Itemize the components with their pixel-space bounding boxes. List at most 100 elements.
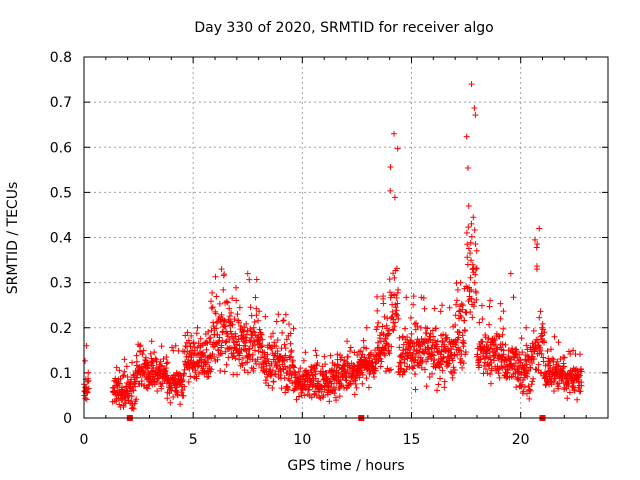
data-point (486, 353, 493, 360)
data-point (152, 355, 159, 362)
data-point (82, 384, 89, 391)
data-point (194, 344, 201, 351)
data-point (253, 305, 260, 312)
data-point (431, 357, 438, 364)
data-point (545, 368, 552, 375)
data-point (268, 333, 275, 340)
data-point (224, 333, 231, 340)
data-point (467, 239, 474, 246)
data-point (147, 376, 154, 383)
data-point (235, 336, 242, 343)
data-point (551, 333, 558, 340)
data-point (390, 316, 397, 323)
data-point (380, 300, 387, 307)
data-point (402, 346, 409, 353)
data-point (314, 359, 321, 366)
data-point (452, 321, 459, 328)
data-point (279, 317, 286, 324)
data-point (401, 359, 408, 366)
data-point (232, 330, 239, 337)
data-point (455, 334, 462, 341)
data-point (226, 305, 233, 312)
data-point (214, 356, 221, 363)
data-point (192, 369, 199, 376)
data-point (468, 257, 475, 264)
data-point (471, 279, 478, 286)
data-point (514, 375, 521, 382)
data-point (463, 133, 470, 140)
data-point (113, 364, 120, 371)
data-point (288, 353, 295, 360)
data-point (232, 355, 239, 362)
data-point (403, 294, 410, 301)
data-point (242, 342, 249, 349)
data-point (497, 300, 504, 307)
data-point (524, 390, 531, 397)
data-point (473, 247, 480, 254)
data-point (386, 276, 393, 283)
data-point (245, 346, 252, 353)
data-point (133, 352, 140, 359)
data-point (442, 332, 449, 339)
data-point (274, 348, 281, 355)
data-point (297, 365, 304, 372)
data-point (421, 366, 428, 373)
data-point (374, 323, 381, 330)
x-tick-label: 5 (189, 432, 198, 448)
data-point (300, 357, 307, 364)
data-point (428, 355, 435, 362)
data-point (393, 265, 400, 272)
data-point (478, 302, 485, 309)
data-point (174, 392, 181, 399)
data-point (148, 368, 155, 375)
data-point (536, 314, 543, 321)
data-point (343, 377, 350, 384)
data-point (85, 385, 92, 392)
data-point (287, 340, 294, 347)
data-point (312, 347, 319, 354)
data-point (420, 294, 427, 301)
data-point (434, 338, 441, 345)
data-point (273, 318, 280, 325)
data-point (444, 334, 451, 341)
data-point (464, 254, 471, 261)
data-point (277, 371, 284, 378)
data-point (374, 339, 381, 346)
data-point (464, 241, 471, 248)
data-point (407, 314, 414, 321)
data-point (83, 396, 90, 403)
data-point (382, 335, 389, 342)
data-point (389, 308, 396, 315)
data-point (377, 363, 384, 370)
data-point (533, 263, 540, 270)
data-point (458, 300, 465, 307)
data-point (231, 316, 238, 323)
data-point (269, 367, 276, 374)
data-point (446, 304, 453, 311)
data-point (153, 379, 160, 386)
data-point (540, 358, 547, 365)
data-point (576, 351, 583, 358)
data-point (453, 301, 460, 308)
data-point (523, 342, 530, 349)
data-point (203, 346, 210, 353)
data-point (247, 304, 254, 311)
data-point (352, 381, 359, 388)
data-point (382, 352, 389, 359)
data-point (468, 233, 475, 240)
data-point (447, 368, 454, 375)
data-point (373, 326, 380, 333)
data-point (190, 339, 197, 346)
data-point (542, 382, 549, 389)
data-point (116, 367, 123, 374)
data-point (486, 321, 493, 328)
data-point (216, 334, 223, 341)
data-point (358, 354, 365, 361)
data-point (577, 388, 584, 395)
data-point (335, 370, 342, 377)
data-point (139, 351, 146, 358)
data-point (411, 343, 418, 350)
data-point (138, 378, 145, 385)
chart-title: Day 330 of 2020, SRMTID for receiver alg… (194, 20, 493, 36)
data-point (440, 354, 447, 361)
